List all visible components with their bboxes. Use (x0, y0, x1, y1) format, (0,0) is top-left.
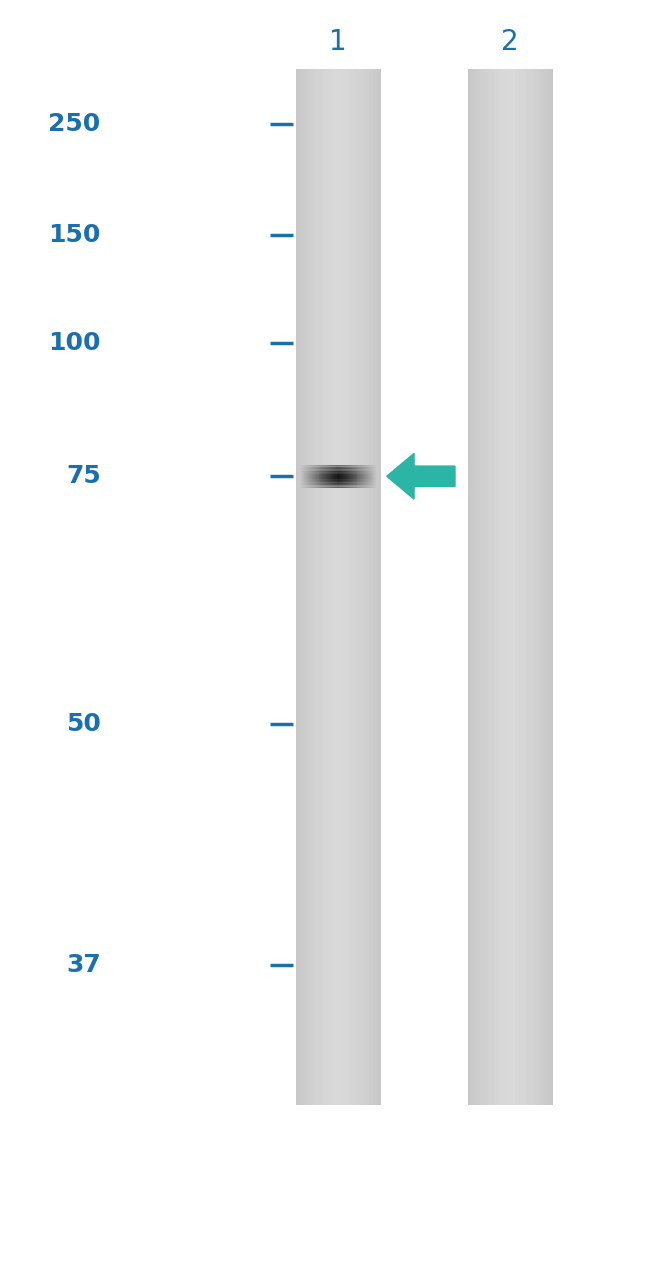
Text: 37: 37 (66, 954, 101, 977)
Bar (375, 465, 376, 488)
Bar (347, 465, 348, 488)
Bar (355, 465, 356, 488)
Bar (326, 465, 328, 488)
Bar (334, 465, 335, 488)
Bar (304, 465, 306, 488)
Bar (311, 465, 313, 488)
Bar (340, 465, 341, 488)
Bar (308, 465, 309, 488)
Bar (317, 465, 318, 488)
Bar (368, 465, 370, 488)
Bar (363, 465, 364, 488)
Bar (339, 465, 341, 488)
Bar (468, 70, 552, 1105)
Bar (310, 465, 311, 488)
Bar (372, 465, 374, 488)
Bar (305, 465, 307, 488)
Bar (343, 465, 344, 488)
Bar (376, 465, 378, 488)
Bar (303, 465, 304, 488)
Bar (354, 465, 355, 488)
Bar (313, 465, 315, 488)
Bar (299, 465, 300, 488)
Text: 50: 50 (66, 712, 101, 735)
FancyArrow shape (387, 453, 455, 499)
Bar (327, 465, 329, 488)
Bar (312, 465, 313, 488)
Bar (300, 465, 302, 488)
Bar (333, 465, 335, 488)
Bar (321, 465, 323, 488)
Bar (320, 465, 321, 488)
Bar (344, 465, 346, 488)
Bar (359, 465, 360, 488)
Bar (348, 465, 349, 488)
Bar (315, 465, 316, 488)
Bar (373, 465, 374, 488)
Bar (346, 465, 347, 488)
Bar (356, 465, 358, 488)
Bar (341, 465, 343, 488)
Bar (370, 465, 372, 488)
Bar (352, 465, 354, 488)
Bar (356, 465, 357, 488)
Bar (369, 465, 370, 488)
Bar (325, 465, 327, 488)
Bar (320, 465, 322, 488)
Bar (330, 465, 332, 488)
Bar (363, 465, 365, 488)
Bar (296, 70, 380, 1105)
Text: 150: 150 (48, 224, 101, 246)
Bar (344, 465, 346, 488)
Bar (361, 465, 363, 488)
Text: 75: 75 (66, 465, 101, 488)
Bar (348, 465, 350, 488)
Bar (371, 465, 372, 488)
Bar (317, 465, 319, 488)
Bar (302, 465, 304, 488)
Bar (360, 465, 362, 488)
Text: 100: 100 (48, 331, 101, 354)
Bar (313, 465, 315, 488)
Bar (336, 465, 338, 488)
Bar (335, 465, 337, 488)
Bar (367, 465, 368, 488)
Bar (352, 465, 353, 488)
Bar (329, 465, 331, 488)
Bar (309, 465, 311, 488)
Bar (342, 465, 343, 488)
Bar (328, 465, 330, 488)
Bar (332, 465, 334, 488)
Bar (350, 465, 351, 488)
Text: 2: 2 (501, 28, 519, 56)
Bar (324, 465, 325, 488)
Bar (324, 465, 326, 488)
Bar (374, 465, 376, 488)
Text: 1: 1 (329, 28, 347, 56)
Bar (337, 465, 339, 488)
Bar (365, 465, 367, 488)
Bar (318, 465, 320, 488)
Bar (359, 465, 361, 488)
Bar (367, 465, 369, 488)
Bar (351, 465, 352, 488)
Bar (307, 465, 309, 488)
Bar (301, 465, 302, 488)
Bar (316, 465, 317, 488)
Bar (306, 465, 307, 488)
Text: 250: 250 (49, 113, 101, 136)
Bar (364, 465, 366, 488)
Bar (331, 465, 333, 488)
Bar (358, 465, 359, 488)
Bar (322, 465, 324, 488)
Bar (338, 465, 339, 488)
